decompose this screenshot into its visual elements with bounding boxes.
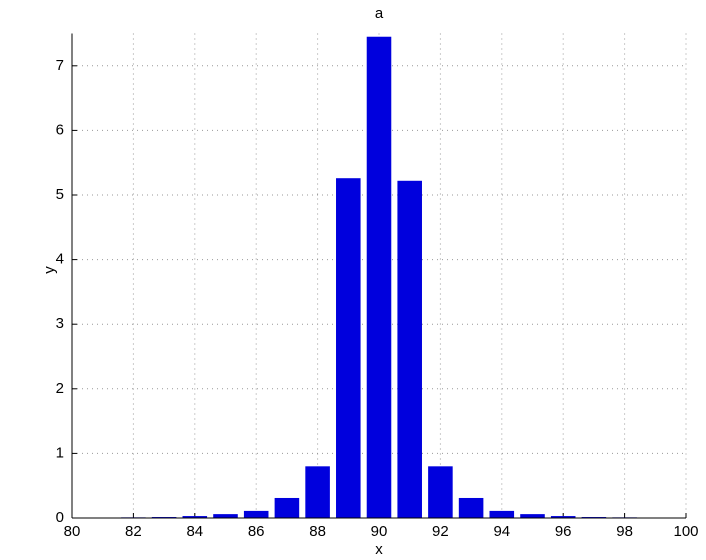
x-tick-label: 80 [64,523,81,540]
y-tick-label: 3 [56,315,64,332]
bar [428,466,453,518]
bar [243,510,269,518]
x-tick-label: 100 [673,523,698,540]
x-tick-label: 82 [125,523,142,540]
x-tick-label: 94 [493,523,510,540]
bar [336,178,361,519]
y-tick-label: 2 [56,380,64,397]
bar [274,497,300,518]
chart-title: a [375,5,384,22]
bar [489,510,515,518]
x-tick-label: 92 [432,523,449,540]
bar [213,514,238,518]
x-axis-label: x [375,541,383,558]
bar [366,36,392,518]
x-tick-label: 84 [186,523,203,540]
y-tick-label: 5 [56,186,64,203]
x-tick-label: 96 [555,523,572,540]
bar [520,514,545,518]
bar [397,180,422,518]
x-tick-label: 88 [309,523,326,540]
y-tick-label: 1 [56,444,64,461]
bar [182,516,208,518]
y-tick-label: 4 [56,251,64,268]
y-tick-label: 6 [56,121,64,138]
x-tick-label: 98 [616,523,633,540]
x-tick-label: 86 [248,523,265,540]
y-tick-label: 0 [56,509,64,526]
bar [458,497,484,518]
y-axis-label: y [41,266,58,274]
y-tick-label: 7 [56,57,64,74]
bar [550,516,576,518]
x-tick-label: 90 [371,523,388,540]
bar [305,466,330,518]
